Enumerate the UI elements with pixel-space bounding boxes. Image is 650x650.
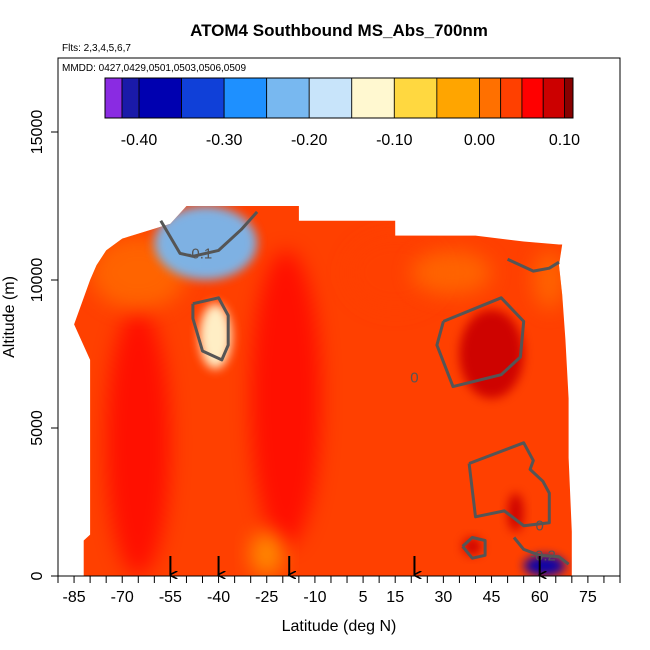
x-tick-label: 60 [531, 589, 549, 606]
heatmap-cell [533, 250, 566, 310]
heatmap-cell [250, 250, 322, 547]
colorbar-segment [223, 77, 268, 119]
colorbar-segment [564, 77, 574, 119]
plot-area: -0.100-0.2 [57, 57, 621, 577]
x-tick-label: -25 [255, 589, 278, 606]
contour-labels: -0.1 0 0 -0.2 [186, 245, 555, 564]
heatmap-cell [411, 250, 492, 295]
colorbar-tick-label: -0.10 [376, 132, 413, 149]
heatmap-cell [250, 531, 283, 576]
contour-line [467, 441, 551, 528]
flight-markers [169, 556, 539, 575]
y-tick-label: 15000 [29, 110, 46, 155]
contour-label: 0 [536, 518, 544, 535]
colorbar-tick-labels: -0.40 -0.30 -0.20 -0.10 0.00 0.10 [121, 132, 580, 149]
y-tick-label: 10000 [29, 258, 46, 303]
x-axis: -85 -70 -55 -40 -25 -10 5 15 30 45 60 75 [57, 575, 621, 606]
colorbar-tick-label: -0.30 [206, 132, 243, 149]
colorbar-segment [521, 77, 544, 119]
contour-label: -0.1 [186, 245, 212, 262]
x-tick-label: -70 [111, 589, 134, 606]
colorbar [104, 77, 574, 119]
x-tick-label: 75 [579, 589, 597, 606]
x-tick-label: 15 [386, 589, 404, 606]
colorbar-tick-label: 0.00 [464, 132, 495, 149]
colorbar-segment [266, 77, 310, 119]
y-tick-label: 0 [29, 571, 46, 580]
y-tick-label: 5000 [29, 410, 46, 446]
colorbar-frame [104, 77, 574, 119]
colorbar-tick-label: 0.10 [549, 132, 580, 149]
dates-subtitle: MMDD: 0427,0429,0501,0503,0506,0509 [62, 63, 246, 74]
contour-label: 0 [410, 370, 418, 387]
x-tick-label: 45 [483, 589, 501, 606]
heatmap-cell [106, 309, 171, 576]
colorbar-segment [478, 77, 502, 119]
colorbar-segment [542, 77, 565, 119]
colorbar-tick-label: -0.20 [291, 132, 328, 149]
colorbar-segment [181, 77, 225, 119]
heatmap-cell [347, 235, 444, 310]
colorbar-segment [393, 77, 438, 119]
flights-subtitle: Flts: 2,3,4,5,6,7 [62, 43, 131, 54]
contour-line [435, 296, 526, 389]
contour-lines [159, 210, 570, 566]
colorbar-segment [104, 77, 123, 119]
x-tick-label: -10 [303, 589, 326, 606]
contour-line [461, 536, 487, 560]
y-axis: 0 5000 10000 15000 [29, 110, 58, 580]
x-axis-label: Latitude (deg N) [282, 618, 397, 635]
enhanced-region [459, 309, 524, 399]
colorbar-segment [500, 77, 523, 119]
depleted-region [523, 555, 566, 576]
colorbar-segment [436, 77, 480, 119]
enhanced-region [507, 493, 524, 532]
x-tick-label: 5 [359, 589, 368, 606]
contour-line [506, 257, 560, 273]
contour-label: -0.2 [530, 547, 556, 564]
contour-line [512, 536, 570, 566]
depleted-region [154, 206, 258, 280]
x-tick-label: -85 [62, 589, 85, 606]
colorbar-segment [308, 77, 353, 119]
x-tick-label: -40 [207, 589, 230, 606]
colorbar-segment [351, 77, 395, 119]
y-axis-label: Altitude (m) [1, 276, 18, 358]
heatmap-field [74, 206, 572, 576]
colorbar-segment [138, 77, 182, 119]
x-tick-label: 30 [434, 589, 452, 606]
x-tick-label: -55 [159, 589, 182, 606]
contour-line [159, 210, 259, 258]
colorbar-tick-label: -0.40 [121, 132, 158, 149]
chart-title: ATOM4 Southbound MS_Abs_700nm [190, 21, 488, 40]
contour-line [191, 296, 230, 362]
colorbar-segment [121, 77, 140, 119]
